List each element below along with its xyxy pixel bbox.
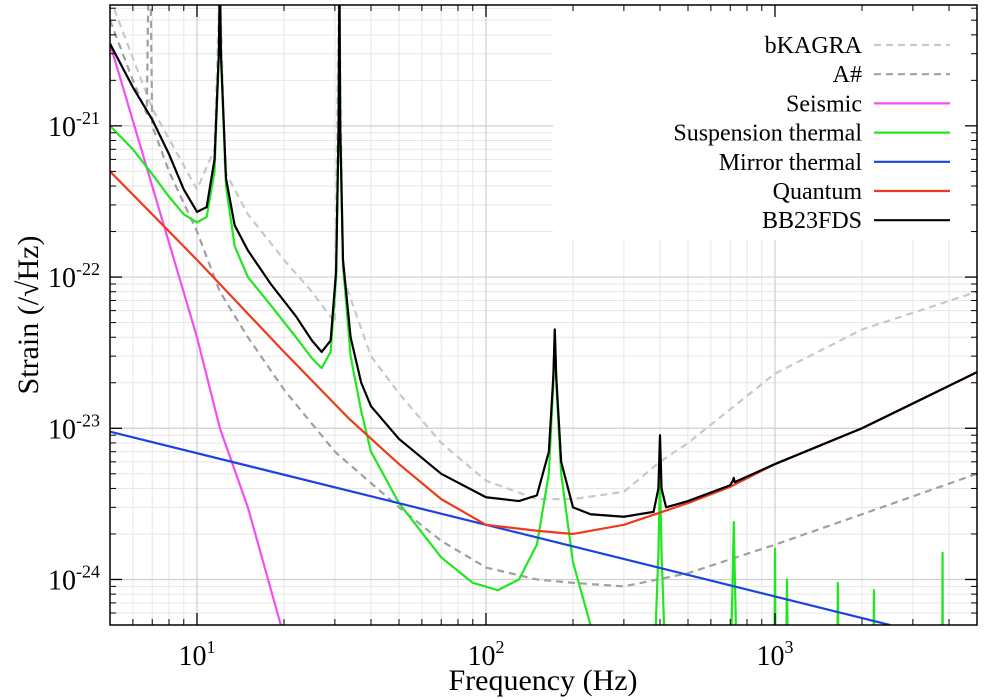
tick-label: 10-22 — [48, 259, 100, 294]
tick-exponent: 1 — [206, 637, 215, 657]
tick-base: 10 — [178, 641, 206, 672]
plot-frame — [109, 4, 978, 626]
tick-exponent: -24 — [76, 561, 100, 581]
tick-base: 10 — [48, 112, 76, 143]
tick-exponent: -22 — [76, 259, 100, 279]
tick-label: 103 — [756, 637, 793, 672]
legend-label: Suspension thermal — [673, 121, 862, 147]
tick-label: 10-24 — [48, 561, 100, 596]
tick-label: 10-23 — [48, 410, 100, 445]
tick-label: 10-21 — [48, 108, 100, 143]
legend: bKAGRA A# Seismic Suspension thermal Mirror … — [673, 33, 950, 234]
tick-base: 10 — [48, 263, 76, 294]
tick-label: 102 — [467, 637, 504, 672]
x-axis-label: Frequency (Hz) — [448, 664, 637, 697]
series-line — [110, 5, 977, 518]
tick-base: 10 — [467, 641, 495, 672]
tick-exponent: -23 — [76, 410, 100, 430]
legend-label: bKAGRA — [765, 33, 863, 59]
legend-box — [553, 5, 977, 240]
legend-label: A# — [833, 62, 862, 88]
lines — [110, 5, 977, 625]
tick-exponent: 3 — [784, 637, 793, 657]
series-line — [110, 43, 282, 625]
legend-label: Mirror thermal — [719, 150, 863, 176]
series-line — [111, 5, 977, 501]
tick-exponent: -21 — [76, 108, 100, 128]
tick-label: 101 — [178, 637, 215, 672]
tick-base: 10 — [48, 565, 76, 596]
tick-base: 10 — [48, 414, 76, 445]
legend-label: Quantum — [773, 179, 863, 205]
y-axis-label: Strain (/√Hz) — [12, 236, 45, 395]
legend-label: BB23FDS — [762, 208, 862, 234]
tick-base: 10 — [756, 641, 784, 672]
tick-exponent: 2 — [495, 637, 504, 657]
legend-label: Seismic — [786, 91, 862, 117]
series-line — [110, 5, 977, 588]
